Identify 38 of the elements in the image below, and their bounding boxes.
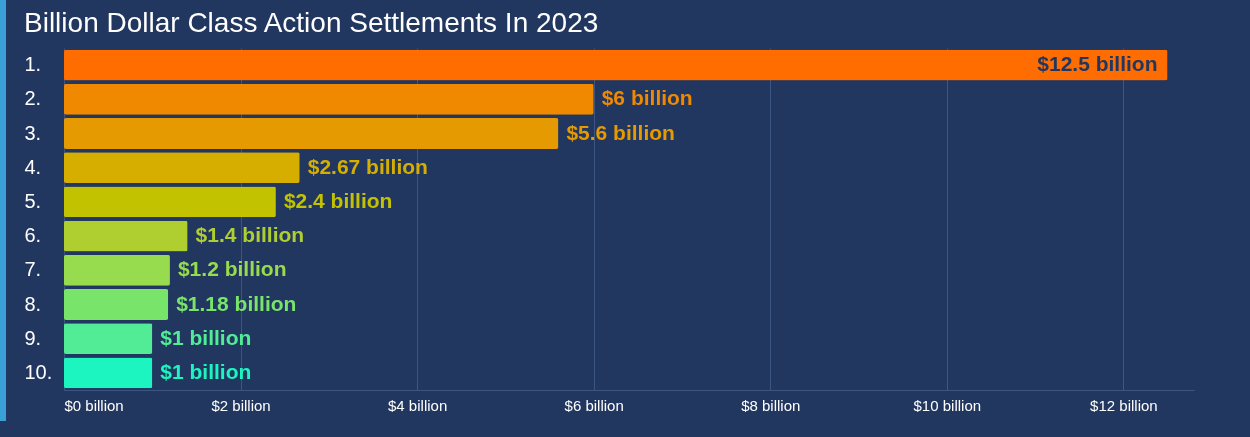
data-label: $6 billion (601, 86, 693, 110)
y-tick-label: 8. (24, 292, 42, 315)
bar (64, 323, 153, 355)
bar (64, 186, 276, 218)
bar (64, 49, 1168, 81)
bar (64, 254, 170, 286)
x-tick-label: $8 billion (741, 396, 801, 414)
y-tick-label: 3. (24, 121, 42, 144)
x-tick-label: $4 billion (388, 396, 448, 414)
data-label: $1 billion (160, 359, 252, 383)
y-tick-label: 4. (24, 155, 42, 178)
bar (64, 152, 300, 184)
bar (64, 220, 188, 252)
y-tick-label: 6. (24, 224, 42, 247)
y-tick-label: 5. (24, 189, 42, 212)
bar (64, 289, 169, 320)
x-tick-label: $12 billion (1090, 396, 1158, 414)
y-tick-label: 9. (24, 326, 42, 349)
x-tick-label: $0 billion (64, 396, 124, 414)
data-label: $1.4 billion (195, 223, 305, 247)
y-tick-label: 7. (24, 258, 42, 281)
y-tick-label: 2. (24, 87, 42, 110)
data-label: $12.5 billion (1037, 52, 1158, 76)
data-label: $1.2 billion (177, 257, 287, 281)
y-tick-label: 1. (24, 53, 42, 76)
data-label: $1.18 billion (176, 291, 297, 315)
x-tick-label: $6 billion (564, 396, 624, 414)
bar (64, 118, 559, 149)
y-tick-label: 10. (24, 360, 53, 383)
x-tick-label: $10 billion (913, 396, 982, 414)
bar (64, 357, 153, 389)
data-label: $2.67 billion (307, 154, 428, 178)
data-label: $5.6 billion (566, 120, 675, 144)
data-label: $2.4 billion (283, 188, 393, 212)
x-tick-label: $2 billion (211, 396, 271, 414)
bar (64, 83, 594, 115)
data-label: $1 billion (160, 325, 252, 349)
chart-title: Billion Dollar Class Action Settlements In 2023 (24, 7, 599, 38)
